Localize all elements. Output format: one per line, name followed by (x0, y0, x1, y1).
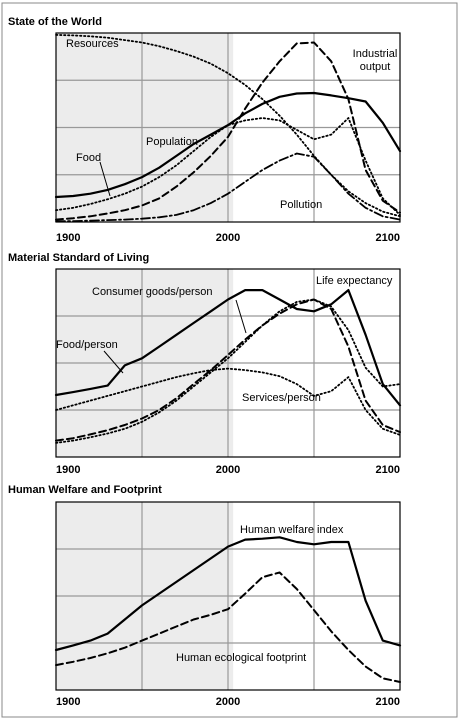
series-label: Consumer goods/person (92, 286, 213, 298)
x-tick-label: 1900 (56, 232, 80, 244)
series-line (54, 289, 402, 407)
series-line (55, 117, 401, 216)
series-line (55, 41, 401, 221)
series-line (55, 298, 401, 444)
series-label: Human welfare index (240, 524, 344, 536)
x-tick-label: 2000 (216, 696, 240, 708)
series-line (54, 536, 402, 652)
x-tick-label: 1900 (56, 464, 80, 476)
series-label: Industrial output (352, 48, 398, 73)
x-tick-label: 2100 (376, 232, 400, 244)
chart-title: Material Standard of Living (8, 252, 149, 264)
leader-arrow (103, 350, 124, 374)
series-label: Population (146, 136, 198, 148)
plot-frame (55, 32, 401, 223)
plot-frame (55, 268, 401, 458)
series-line (55, 34, 401, 218)
series-label: Food (76, 152, 102, 164)
chart-title: State of the World (8, 16, 102, 28)
series-label: Human ecological footprint (176, 652, 307, 664)
x-tick-label: 1900 (56, 696, 80, 708)
x-tick-label: 2100 (376, 696, 400, 708)
series-line (55, 367, 401, 436)
x-tick-label: 2000 (216, 232, 240, 244)
plot-frame (55, 501, 401, 691)
x-tick-label: 2000 (216, 464, 240, 476)
series-line (55, 571, 401, 683)
x-tick-label: 2100 (376, 464, 400, 476)
series-label: Life expectancy (316, 275, 393, 287)
series-line (55, 298, 401, 442)
leader-arrow (235, 299, 247, 334)
series-label: Food/person (56, 339, 118, 351)
series-label: Pollution (280, 199, 323, 211)
series-label: Resources (66, 38, 119, 50)
leader-arrow (99, 161, 111, 197)
series-line (55, 152, 401, 222)
chart-title: Human Welfare and Footprint (8, 484, 162, 496)
series-label: Services/person (242, 392, 321, 404)
